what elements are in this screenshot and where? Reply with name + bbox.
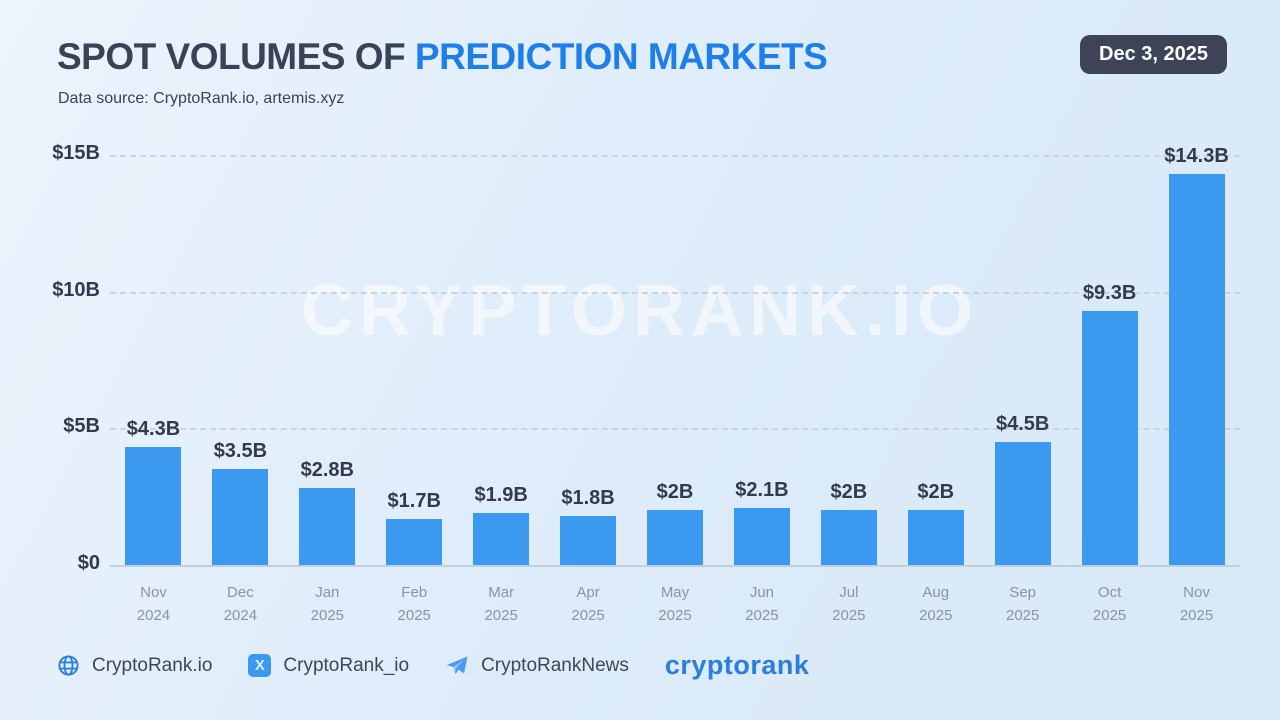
footer-link-twitter[interactable]: X CryptoRank_io — [248, 654, 409, 677]
bar-column: $1.9B — [458, 484, 545, 565]
bar-value-label: $4.5B — [995, 413, 1050, 435]
footer-link-website-label: CryptoRank.io — [92, 654, 213, 676]
y-tick-label: $10B — [52, 278, 100, 301]
bar — [646, 510, 703, 565]
x-tick-label: Jun 2025 — [745, 584, 779, 624]
bar-column: $2.1B — [718, 479, 805, 565]
bar-column: $2B — [892, 481, 979, 565]
footer-link-twitter-label: CryptoRank_io — [283, 654, 410, 676]
page-title: SPOT VOLUMES OF PREDICTION MARKETS — [57, 36, 828, 78]
gridline — [110, 291, 1240, 294]
y-tick-label: $15B — [52, 142, 100, 164]
bar — [1168, 174, 1225, 565]
telegram-icon — [445, 654, 469, 678]
footer-link-website[interactable]: CryptoRank.io — [57, 654, 212, 677]
bar-column: $9.3B — [1066, 282, 1153, 565]
bar-value-label: $1.7B — [387, 489, 441, 512]
x-tick-label: Mar 2025 — [484, 584, 518, 624]
x-tick-label: Sep 2025 — [1005, 584, 1040, 624]
x-tick-label: Jan 2025 — [310, 584, 344, 624]
bar — [386, 518, 443, 565]
date-badge: Dec 3, 2025 — [1080, 35, 1227, 74]
bar — [820, 510, 877, 565]
bar-column: $2B — [632, 481, 719, 565]
bar-value-label: $2B — [656, 481, 694, 504]
x-icon: X — [248, 654, 272, 677]
bar-value-label: $1.8B — [561, 486, 615, 509]
bar — [733, 507, 790, 565]
bar — [299, 488, 356, 565]
footer-link-telegram-label: CryptoRankNews — [481, 654, 629, 676]
bar-value-label: $2B — [830, 481, 868, 504]
bar-value-label: $1.9B — [474, 484, 528, 507]
x-tick-label: Nov 2025 — [1179, 584, 1214, 624]
bar-column: $1.8B — [545, 487, 632, 565]
y-tick-label: $0 — [77, 552, 100, 574]
y-tick-label: $5B — [63, 415, 100, 438]
bar-column: $4.3B — [110, 418, 197, 565]
bar-column: $3.5B — [197, 440, 284, 565]
bar-value-label: $3.5B — [213, 440, 268, 463]
bar — [212, 469, 269, 565]
page-title-accent: PREDICTION MARKETS — [414, 36, 828, 77]
bar-column: $4.5B — [979, 413, 1066, 565]
footer: CryptoRank.io X CryptoRank_io CryptoRank… — [57, 650, 809, 681]
page-title-dark: SPOT VOLUMES OF — [57, 36, 415, 77]
bar-value-label: $2.1B — [735, 478, 789, 501]
x-tick-label: Apr 2025 — [571, 584, 605, 624]
gridline — [110, 155, 1240, 157]
bar-value-label: $9.3B — [1082, 281, 1137, 304]
bar — [560, 515, 617, 565]
bar-column: $1.7B — [371, 490, 458, 565]
bar-value-label: $2.8B — [300, 459, 354, 482]
bar-value-label: $14.3B — [1164, 145, 1229, 168]
bar-value-label: $2B — [917, 481, 955, 504]
x-tick-label: Jul 2025 — [832, 584, 866, 624]
bar — [994, 442, 1051, 565]
gridline — [110, 428, 1240, 431]
x-tick-label: Aug 2025 — [919, 584, 953, 624]
x-tick-label: Oct 2025 — [1092, 584, 1127, 624]
bar — [473, 513, 530, 565]
globe-icon — [57, 654, 80, 677]
x-tick-label: May 2025 — [658, 584, 692, 624]
footer-link-telegram[interactable]: CryptoRankNews — [445, 654, 629, 678]
x-axis-line — [110, 565, 1240, 567]
bar-column: $2.8B — [284, 459, 371, 565]
bar-column: $14.3B — [1153, 145, 1240, 565]
bar — [907, 510, 964, 565]
data-source-note: Data source: CryptoRank.io, artemis.xyz — [58, 90, 345, 107]
x-tick-label: Nov 2024 — [136, 584, 171, 624]
bar-column: $2B — [805, 481, 892, 565]
x-tick-label: Feb 2025 — [397, 584, 431, 624]
cryptorank-logo: cryptorank — [664, 650, 810, 680]
bar — [125, 447, 182, 565]
bar — [1081, 310, 1138, 565]
x-tick-label: Dec 2024 — [223, 584, 258, 624]
bar-value-label: $4.3B — [126, 418, 181, 441]
